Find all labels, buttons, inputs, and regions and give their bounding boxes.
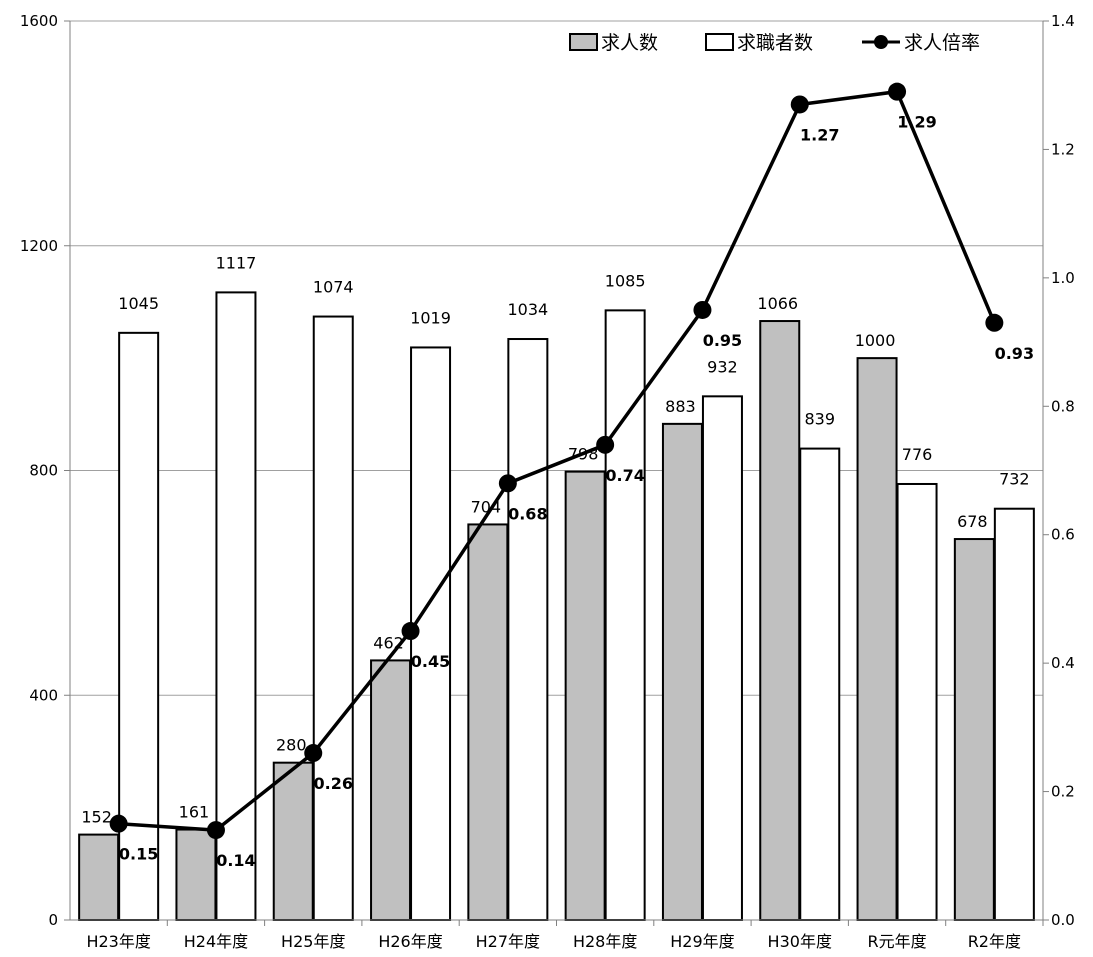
bar-job-seekers	[896, 482, 938, 921]
bar-label-job-openings: 280	[276, 736, 307, 755]
bar-job-seekers	[507, 338, 549, 921]
ratio-line-layer	[109, 82, 1004, 840]
bar-label-job-seekers: 1085	[605, 271, 646, 290]
bar-label-job-seekers: 839	[804, 410, 835, 429]
y-tick-label-right: 0.2	[1051, 783, 1075, 801]
bar-label-job-openings: 161	[179, 803, 210, 822]
bar-job-openings	[272, 761, 314, 921]
ratio-label: 0.45	[411, 652, 450, 671]
ratio-point	[790, 95, 809, 114]
y-tick-label-left: 400	[29, 686, 58, 704]
x-tick-label: H27年度	[476, 932, 540, 951]
bar-label-job-openings: 462	[373, 633, 404, 652]
y-tick-label-right: 0.0	[1051, 911, 1075, 929]
y-tick-label-left: 0	[48, 911, 58, 929]
bar-job-openings	[370, 659, 412, 921]
ratio-label: 0.68	[508, 504, 547, 523]
bar-label-job-openings: 798	[568, 445, 599, 464]
ratio-label: 0.74	[605, 466, 644, 485]
bar-job-openings	[78, 833, 120, 921]
bar-job-openings	[856, 357, 898, 921]
bar-label-job-seekers: 1034	[507, 300, 548, 319]
y-tick-label-left: 1600	[20, 12, 58, 30]
bar-job-seekers	[604, 309, 646, 922]
bar-label-job-openings: 1066	[757, 294, 798, 313]
bar-label-job-openings: 704	[471, 497, 502, 516]
legend: 求人数 求職者数 求人倍率	[569, 32, 980, 54]
x-tick-label: R2年度	[968, 932, 1021, 951]
legend-label-ratio: 求人倍率	[904, 32, 980, 54]
ratio-label: 0.93	[995, 344, 1034, 363]
ratio-point	[304, 744, 323, 763]
y-tick-label-right: 1.2	[1051, 140, 1075, 158]
legend-marker-ratio	[874, 35, 888, 49]
axes: 0 400 800 1200 1600 0.0 0.2 0.4 0.6 0.8 1.0 1.2 1.4 H…	[20, 12, 1075, 951]
bar-job-seekers	[701, 395, 743, 921]
bar-job-seekers	[799, 447, 841, 921]
y-tick-label-right: 0.4	[1051, 654, 1075, 672]
ratio-point	[206, 821, 225, 840]
bar-label-job-openings: 678	[957, 512, 988, 531]
bar-label-job-seekers: 776	[902, 445, 933, 464]
y-tick-label-right: 1.4	[1051, 12, 1075, 30]
x-tick-label: H29年度	[670, 932, 734, 951]
ratio-label: 0.26	[314, 774, 353, 793]
y-tick-label-right: 0.8	[1051, 397, 1075, 415]
x-tick-label: H23年度	[86, 932, 150, 951]
bar-label-job-seekers: 1074	[313, 278, 354, 297]
y-tick-label-right: 0.6	[1051, 526, 1075, 544]
bar-job-openings	[175, 828, 217, 922]
bar-label-job-seekers: 932	[707, 357, 738, 376]
ratio-label: 0.95	[703, 331, 742, 350]
ratio-point	[401, 622, 420, 641]
bar-job-openings	[759, 320, 801, 921]
data-labels: 152 1045 161 1117 280 1074 462 1019 704 1034 798 10…	[81, 113, 1034, 870]
bar-job-seekers	[993, 507, 1035, 921]
bar-job-seekers	[312, 315, 354, 921]
ratio-point	[985, 313, 1004, 332]
x-tick-label: H28年度	[573, 932, 637, 951]
ratio-label: 0.15	[119, 845, 158, 864]
ratio-point	[109, 814, 128, 833]
x-tick-label: H25年度	[281, 932, 345, 951]
bar-label-job-openings: 883	[665, 397, 696, 416]
ratio-point	[888, 82, 907, 101]
bar-label-job-seekers: 1117	[216, 253, 257, 272]
bar-job-openings	[953, 538, 995, 922]
y-tick-label-right: 1.0	[1051, 269, 1075, 287]
bar-label-job-openings: 1000	[855, 331, 896, 350]
bar-job-openings	[564, 470, 606, 921]
x-tick-label: H26年度	[378, 932, 442, 951]
bar-job-openings	[661, 422, 703, 921]
legend-swatch-job-openings	[569, 33, 598, 51]
ratio-point	[498, 474, 517, 493]
ratio-line	[118, 89, 996, 832]
y-tick-label-left: 1200	[20, 237, 58, 255]
bar-job-openings	[467, 523, 509, 921]
ratio-point	[693, 300, 712, 319]
ratio-label: 1.27	[800, 125, 839, 144]
ratio-label: 0.14	[216, 851, 255, 870]
bar-label-job-seekers: 1045	[118, 294, 159, 313]
legend-label-job-seekers: 求職者数	[737, 32, 813, 54]
bar-label-job-seekers: 1019	[410, 308, 451, 327]
ratio-label: 1.29	[897, 113, 936, 132]
y-tick-label-left: 800	[29, 462, 58, 480]
legend-label-job-openings: 求人数	[601, 32, 658, 54]
x-tick-label: R元年度	[867, 932, 926, 951]
ratio-point	[596, 435, 615, 454]
bar-label-job-seekers: 732	[999, 470, 1030, 489]
bar-job-seekers	[118, 331, 160, 921]
bar-label-job-openings: 152	[81, 808, 112, 827]
x-tick-label: H24年度	[184, 932, 248, 951]
legend-swatch-job-seekers	[705, 33, 734, 51]
x-tick-label: H30年度	[768, 932, 832, 951]
